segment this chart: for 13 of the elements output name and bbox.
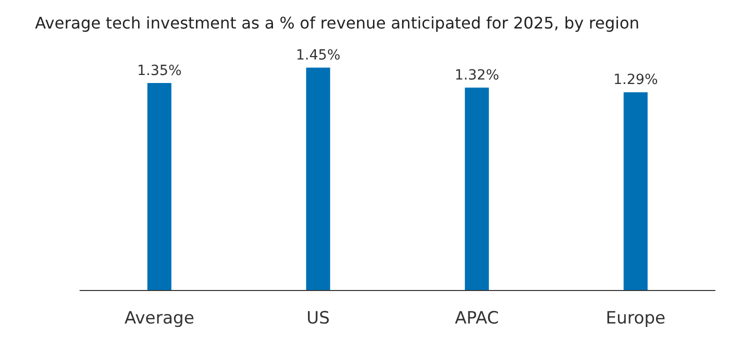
bar xyxy=(464,88,489,290)
bar xyxy=(624,92,648,290)
bar xyxy=(147,83,172,290)
x-tick-label: Europe xyxy=(606,308,666,328)
x-tick-label: US xyxy=(306,308,330,328)
x-tick-label: APAC xyxy=(454,308,499,328)
data-label: 1.32% xyxy=(454,68,500,84)
data-label: 1.29% xyxy=(613,72,658,88)
x-tick-label: Average xyxy=(124,308,194,328)
chart-title: Average tech investment as a % of revenue anticipated for 2025, by region xyxy=(35,14,640,32)
data-label: 1.45% xyxy=(296,48,340,64)
bar xyxy=(306,68,330,290)
data-label: 1.35% xyxy=(137,63,182,79)
